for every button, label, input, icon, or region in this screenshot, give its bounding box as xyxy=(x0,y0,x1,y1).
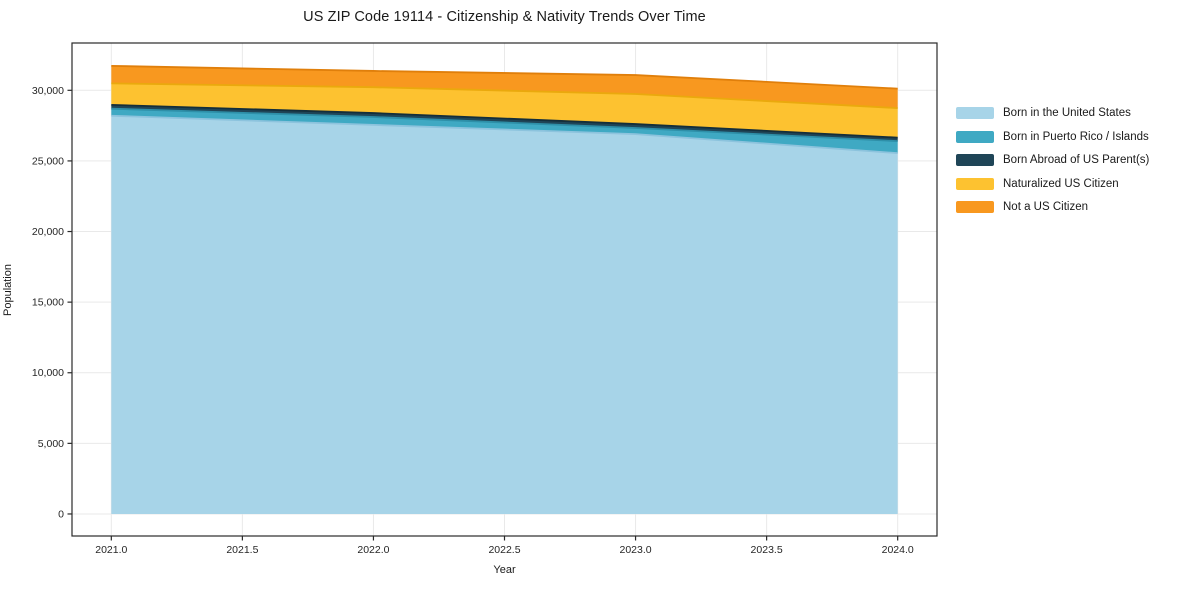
area-edge-4 xyxy=(111,64,898,90)
area-band-1 xyxy=(111,108,898,154)
x-axis-label: Year xyxy=(493,564,516,576)
legend-label-3: Naturalized US Citizen xyxy=(1003,177,1119,190)
area-band-4 xyxy=(111,65,898,109)
legend-swatch-3 xyxy=(956,177,994,190)
x-tick-label: 2022.0 xyxy=(357,544,389,556)
legend-swatch-2 xyxy=(956,154,994,166)
legend-item-2: Born Abroad of US Parent(s) xyxy=(956,154,1149,166)
legend-item-0: Born in the United States xyxy=(956,107,1149,119)
legend-label-1: Born in Puerto Rico / Islands xyxy=(1003,130,1149,143)
y-tick-label: 0 xyxy=(58,508,64,520)
area-band-2 xyxy=(111,104,898,142)
y-tick-label: 5,000 xyxy=(38,438,64,450)
legend-label-4: Not a US Citizen xyxy=(1003,201,1089,213)
x-tick-label: 2021.0 xyxy=(95,544,127,556)
area-edge-0 xyxy=(111,114,898,155)
x-tick-label: 2021.5 xyxy=(226,544,258,556)
y-axis-label: Population xyxy=(2,264,14,316)
chart-title: US ZIP Code 19114 - Citizenship & Nativi… xyxy=(303,9,706,25)
legend: Born in the United States Born in Puerto … xyxy=(956,107,1149,213)
y-tick-label: 10,000 xyxy=(32,367,64,379)
legend-item-1: Born in Puerto Rico / Islands xyxy=(956,130,1149,143)
y-tick-label: 15,000 xyxy=(32,297,64,309)
legend-label-2: Born Abroad of US Parent(s) xyxy=(1003,154,1150,166)
area-edge-1 xyxy=(111,107,898,143)
legend-swatch-1 xyxy=(956,130,994,143)
y-tick-label: 30,000 xyxy=(32,85,64,97)
legend-item-4: Not a US Citizen xyxy=(956,201,1149,213)
area-band-0 xyxy=(111,115,898,514)
x-tick-label: 2023.5 xyxy=(751,544,783,556)
x-tick-label: 2023.0 xyxy=(619,544,651,556)
area-edge-2 xyxy=(111,103,898,139)
area-edge-3 xyxy=(111,82,898,110)
legend-swatch-4 xyxy=(956,201,994,213)
y-tick-label: 25,000 xyxy=(32,155,64,167)
x-tick-label: 2022.5 xyxy=(488,544,520,556)
x-tick-label: 2024.0 xyxy=(882,544,914,556)
legend-swatch-0 xyxy=(956,107,994,119)
y-tick-label: 20,000 xyxy=(32,226,64,238)
legend-label-0: Born in the United States xyxy=(1003,107,1131,119)
area-band-3 xyxy=(111,83,898,138)
legend-item-3: Naturalized US Citizen xyxy=(956,177,1149,190)
